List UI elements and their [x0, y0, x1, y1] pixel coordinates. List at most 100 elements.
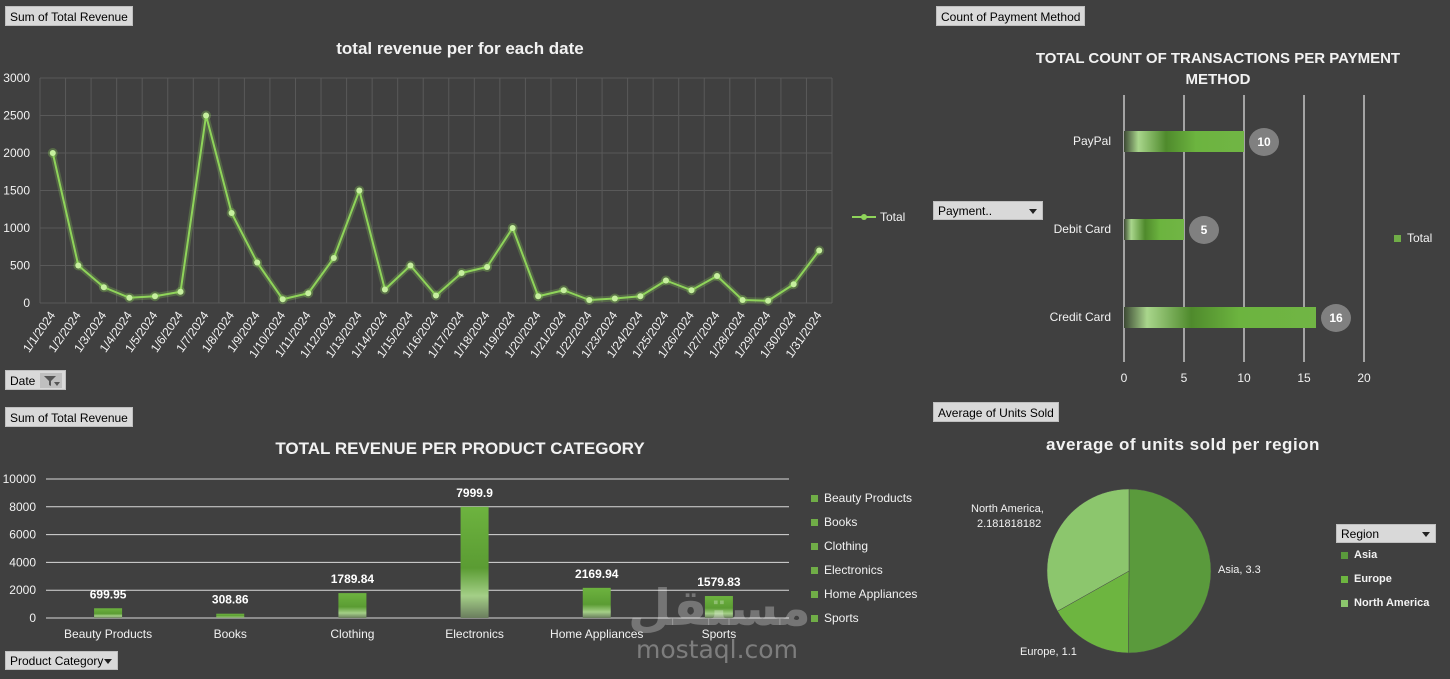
line-legend-label: Total	[880, 210, 906, 224]
data-point	[151, 293, 158, 300]
data-point	[356, 187, 363, 194]
legend-swatch	[811, 518, 818, 526]
legend-swatch	[1341, 551, 1348, 559]
bar	[460, 506, 489, 618]
data-point	[509, 225, 516, 231]
y-tick-label: 2000	[3, 146, 30, 160]
bar	[338, 593, 367, 618]
data-point	[228, 210, 235, 216]
region-field-button[interactable]: Average of Units Sold	[933, 402, 1059, 422]
data-point	[330, 255, 337, 261]
data-point	[586, 297, 593, 303]
bar	[216, 613, 245, 618]
data-label-bubble	[1321, 304, 1351, 332]
y-tick-label: 6000	[9, 528, 36, 542]
x-tick-label: 10	[1237, 371, 1251, 385]
region-filter-label: Region	[1341, 527, 1380, 541]
data-label: 10	[1257, 135, 1271, 149]
legend-asia: Asia	[1354, 549, 1378, 561]
slice-label: North America,	[971, 503, 1044, 515]
x-tick-label: Books	[214, 627, 247, 641]
bar	[1124, 307, 1316, 328]
y-tick-label: 500	[10, 259, 30, 273]
chevron-down-icon	[104, 659, 112, 664]
category-chart-title: TOTAL REVENUE PER PRODUCT CATEGORY	[275, 439, 645, 458]
data-point	[714, 273, 721, 279]
x-tick-label: Electronics	[445, 627, 504, 641]
pie-slice	[1057, 570, 1130, 654]
data-label: 7999.9	[456, 486, 493, 500]
line-field-button[interactable]: Sum of Total Revenue	[5, 6, 133, 26]
x-tick-label: 20	[1357, 371, 1371, 385]
date-filter-label: Date	[10, 374, 36, 388]
legend-swatch	[811, 494, 818, 502]
chevron-down-icon	[1029, 209, 1037, 214]
data-label: 699.95	[90, 587, 127, 601]
category-label: Credit Card	[1050, 310, 1111, 324]
y-tick-label: 0	[23, 296, 30, 310]
date-filter-button[interactable]: Date	[5, 370, 67, 390]
data-point	[407, 262, 414, 269]
bar	[704, 596, 733, 618]
bar	[1124, 131, 1244, 152]
legend-swatch	[811, 566, 818, 574]
y-tick-label: 3000	[3, 71, 30, 85]
data-point	[305, 290, 312, 297]
y-tick-label: 2000	[9, 583, 36, 597]
payment-legend: Total	[1394, 226, 1432, 250]
pie-slice	[1128, 488, 1212, 654]
slice-label: Asia, 3.3	[1218, 564, 1261, 576]
payment-legend-swatch	[1394, 234, 1401, 242]
data-label: 2169.94	[575, 567, 619, 581]
y-tick-label: 1500	[3, 184, 30, 198]
y-tick-label: 10000	[3, 472, 37, 486]
legend-sports: Sports	[824, 611, 859, 625]
category-filter-dropdown[interactable]: Product Category	[5, 651, 118, 670]
category-field-button[interactable]: Sum of Total Revenue	[5, 407, 133, 427]
y-tick-label: 0	[29, 611, 36, 625]
x-tick-label: Beauty Products	[64, 627, 152, 641]
data-label: 308.86	[212, 593, 249, 607]
line-legend-marker	[852, 214, 876, 220]
y-tick-label: 4000	[9, 555, 36, 569]
slice-label: Europe, 1.1	[1020, 646, 1077, 658]
data-label-bubble	[1249, 128, 1279, 156]
legend-electronics: Electronics	[824, 563, 883, 577]
line-chart-title: total revenue per for each date	[336, 39, 584, 58]
line-chart: 0500100015002000250030001/1/20241/2/2024…	[3, 71, 833, 360]
payment-field-button[interactable]: Count of Payment Method	[936, 6, 1086, 26]
data-point	[381, 286, 388, 293]
data-point	[611, 295, 618, 302]
data-point	[75, 262, 82, 269]
line-legend: Total	[852, 205, 905, 229]
data-label: 1579.83	[697, 575, 741, 589]
x-tick-label: Sports	[702, 627, 737, 641]
y-tick-label: 1000	[3, 221, 30, 235]
data-point	[535, 293, 542, 300]
x-tick-label: Clothing	[330, 627, 374, 641]
legend-swatch	[1341, 599, 1348, 607]
data-point	[739, 297, 746, 303]
data-point	[560, 287, 567, 294]
data-point	[126, 294, 133, 301]
payment-filter-dropdown[interactable]: Payment..	[933, 201, 1043, 220]
data-label: 5	[1201, 223, 1208, 237]
payment-chart-title: TOTAL COUNT OF TRANSACTIONS PER PAYMENT …	[1035, 50, 1401, 88]
region-filter-dropdown[interactable]: Region	[1336, 524, 1436, 543]
legend-books: Books	[824, 515, 858, 529]
legend-beauty-products: Beauty Products	[824, 491, 913, 505]
legend-north-america: North America	[1354, 597, 1430, 609]
pie-slice	[1046, 488, 1130, 612]
data-point	[203, 112, 210, 119]
bar	[582, 587, 611, 618]
filter-funnel-icon	[40, 373, 63, 388]
data-point	[279, 296, 286, 303]
data-point	[177, 288, 184, 295]
legend-home-appliances: Home Appliances	[824, 587, 918, 601]
data-point	[458, 270, 465, 276]
y-tick-label: 8000	[9, 500, 36, 514]
data-point	[49, 150, 56, 156]
legend-swatch	[811, 542, 818, 550]
legend-europe: Europe	[1354, 573, 1392, 585]
bar	[1124, 219, 1184, 240]
